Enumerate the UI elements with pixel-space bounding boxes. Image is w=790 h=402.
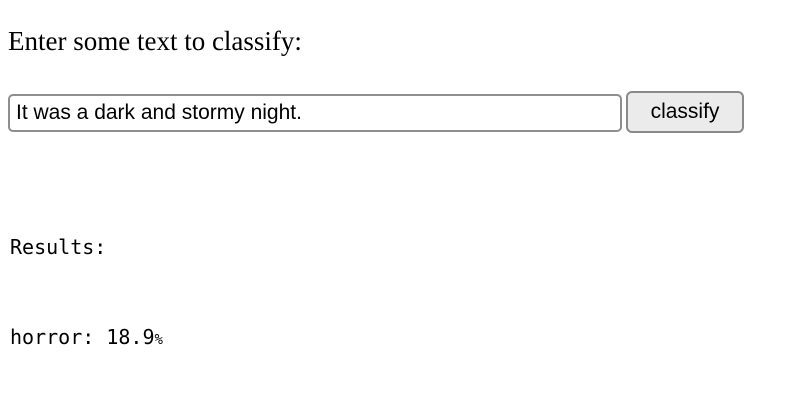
prompt-label: Enter some text to classify: (8, 26, 302, 56)
results-header: Results: (10, 235, 107, 259)
result-line-horror: horror: 18.9% (10, 322, 163, 355)
percent-sign: % (154, 332, 163, 348)
results-section: Results: horror: 18.9% romance: 0.6% sci… (10, 172, 163, 402)
classify-text-input[interactable] (8, 94, 622, 132)
result-text: horror: 18.9 (10, 325, 155, 349)
classify-button[interactable]: classify (626, 91, 744, 133)
